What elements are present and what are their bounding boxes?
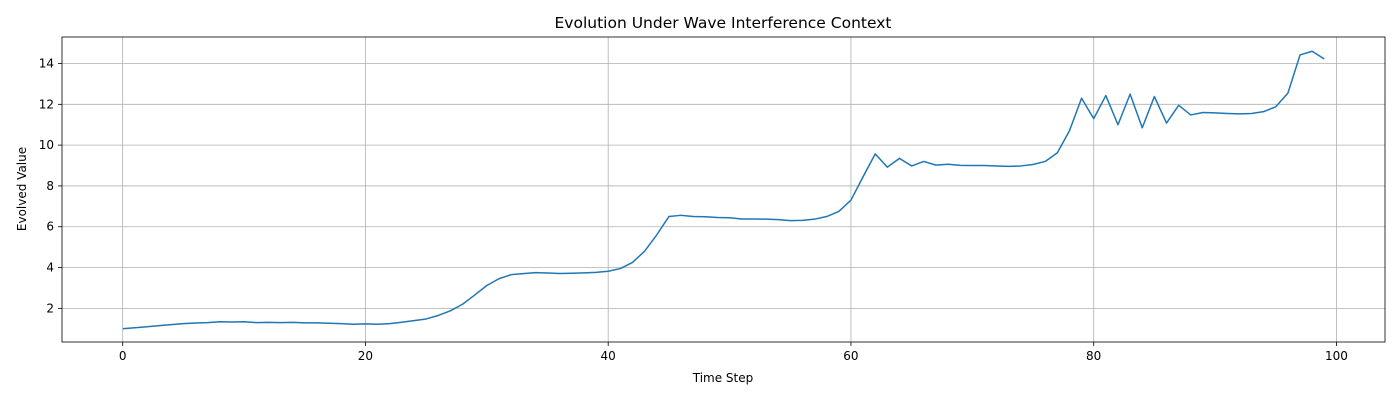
- y-tick-label: 2: [46, 301, 54, 315]
- y-tick-label: 8: [46, 179, 54, 193]
- plot-frame: [61, 36, 1386, 343]
- x-tick-label: 100: [1325, 349, 1348, 363]
- grid: [62, 37, 1385, 342]
- series-line: [122, 50, 1325, 330]
- x-axis-label: Time Step: [692, 371, 754, 385]
- ticks: 0 20 40 60 80 100 2 4 6 8 10 12 14: [39, 57, 1348, 363]
- x-tick-label: 0: [119, 349, 127, 363]
- series-layer: [122, 50, 1325, 330]
- y-tick-label: 14: [39, 57, 54, 71]
- x-tick-label: 40: [601, 349, 616, 363]
- y-axis-label: Evolved Value: [15, 147, 29, 231]
- y-tick-label: 6: [46, 220, 54, 234]
- chart-title: Evolution Under Wave Interference Contex…: [555, 14, 892, 32]
- x-tick-label: 80: [1086, 349, 1101, 363]
- y-tick-label: 10: [39, 138, 54, 152]
- x-tick-label: 60: [843, 349, 858, 363]
- y-tick-label: 4: [46, 261, 54, 275]
- y-tick-label: 12: [39, 97, 54, 111]
- x-tick-label: 20: [358, 349, 373, 363]
